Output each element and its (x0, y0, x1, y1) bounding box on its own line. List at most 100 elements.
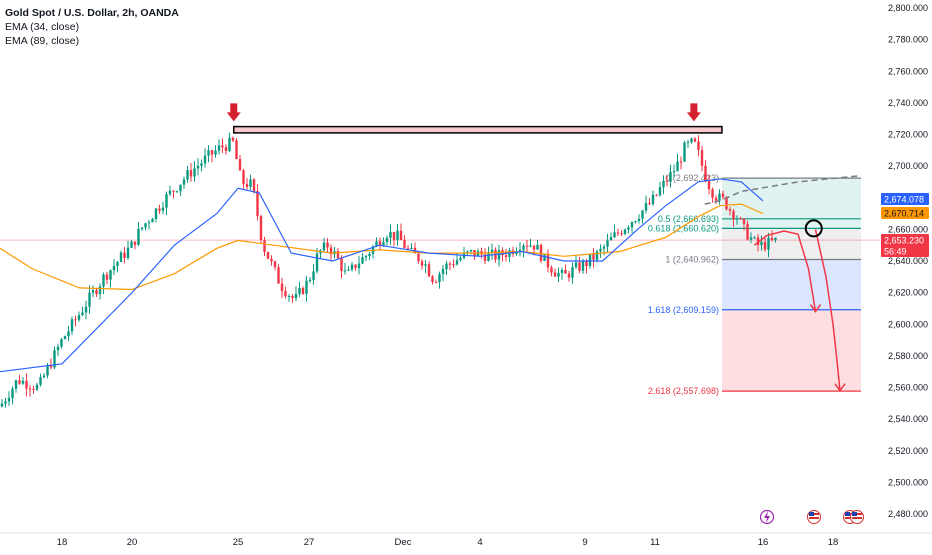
candle (567, 273, 571, 278)
projection-path-2 (814, 229, 841, 391)
candle (564, 269, 567, 274)
x-tick-label: 20 (127, 537, 138, 548)
candle (354, 264, 357, 269)
candle (606, 240, 609, 247)
projection-arrowhead (809, 304, 822, 313)
y-tick-label: 2,560.000 (888, 383, 928, 393)
candle (14, 380, 18, 389)
candle (207, 150, 210, 156)
candle (343, 270, 347, 272)
y-tick-label: 2,520.000 (888, 446, 928, 456)
candle (648, 203, 651, 205)
candle (669, 171, 672, 182)
candle (641, 210, 644, 219)
candle (25, 380, 28, 389)
candle (4, 401, 7, 404)
candle (252, 179, 256, 192)
candle (336, 251, 340, 259)
candle (763, 241, 767, 250)
candle (210, 150, 214, 155)
candle (658, 187, 662, 196)
ema-34-line (0, 178, 764, 373)
candle (550, 267, 553, 273)
candle (627, 227, 630, 230)
symbol-title[interactable]: Gold Spot / U.S. Dollar, 2h, OANDA (5, 7, 179, 19)
candle (53, 350, 56, 368)
projection-arrowhead-2 (834, 383, 846, 392)
price-badge-label: 2,674.078 (884, 195, 924, 205)
x-tick-label: 11 (650, 537, 660, 548)
candle (560, 269, 564, 273)
candle (305, 280, 308, 294)
candle (242, 170, 245, 184)
candle (403, 240, 406, 248)
candle (175, 191, 179, 193)
price-badge (881, 245, 929, 257)
candle (193, 168, 196, 177)
candle (410, 247, 413, 249)
candle (35, 384, 39, 390)
candle (585, 261, 588, 267)
candle (725, 197, 728, 210)
down-arrow (686, 103, 701, 122)
candle (217, 145, 221, 151)
candle (396, 230, 399, 240)
candle (438, 274, 441, 283)
candle (690, 138, 693, 143)
candle (109, 270, 112, 280)
ema-34-label[interactable]: EMA (34, close) (5, 21, 80, 33)
candle (774, 237, 777, 240)
candle (760, 241, 763, 246)
candle (130, 241, 133, 248)
candle (718, 193, 721, 201)
y-tick-label: 2,580.000 (888, 351, 928, 361)
candle (74, 319, 77, 321)
price-badge-label: 56:49 (884, 247, 907, 257)
candle (431, 276, 434, 283)
candle (361, 257, 364, 264)
fib-level-label: 0.618 (2,660.620) (648, 223, 719, 233)
candle (291, 296, 294, 299)
candle (662, 180, 665, 188)
candle (630, 222, 634, 228)
candle (259, 216, 263, 240)
candle (609, 237, 613, 241)
candle (490, 249, 494, 253)
candle (746, 223, 749, 240)
candle (487, 252, 490, 261)
candle (28, 388, 32, 390)
candle (742, 218, 746, 224)
candle (455, 260, 459, 265)
y-tick-label: 2,700.000 (888, 161, 928, 171)
candle (158, 208, 161, 211)
candle (420, 261, 424, 266)
candle (147, 222, 151, 224)
candle (711, 189, 714, 198)
candle (266, 252, 270, 259)
fib-level-label: 2.618 (2,557.698) (648, 386, 719, 396)
fib-zone-blue (721, 259, 861, 310)
candle (280, 283, 284, 291)
candle (277, 267, 280, 284)
candle (56, 346, 60, 351)
candle (389, 231, 392, 238)
price-axis[interactable] (880, 0, 932, 550)
candle (350, 264, 354, 270)
candle (532, 245, 536, 250)
y-tick-label: 2,480.000 (888, 509, 928, 519)
candle (651, 194, 655, 204)
candle (326, 242, 329, 248)
chart-legend: Gold Spot / U.S. Dollar, 2h, OANDA EMA (… (5, 6, 179, 48)
flag-stripe (852, 517, 862, 519)
fib-level-label: 0.5 (2,666.693) (658, 214, 719, 224)
candle (637, 218, 641, 222)
candle (518, 249, 522, 252)
candle (728, 209, 732, 211)
candle (753, 237, 756, 239)
y-tick-label: 2,800.000 (888, 3, 928, 13)
candle (49, 365, 53, 368)
candle (707, 181, 711, 190)
ema-89-label[interactable]: EMA (89, close) (5, 35, 80, 47)
